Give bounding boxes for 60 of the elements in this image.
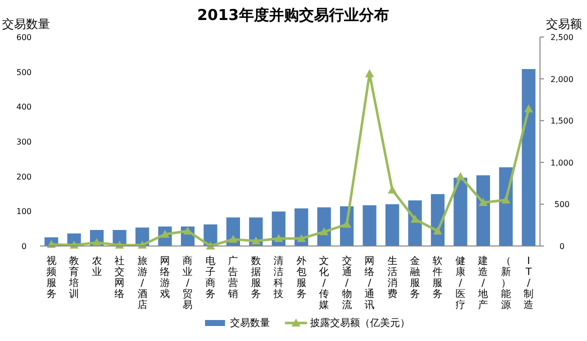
bar bbox=[454, 178, 468, 246]
x-tick-label: 金融服务 bbox=[410, 255, 420, 300]
y2-tick-label: 0 bbox=[559, 242, 565, 251]
y2-tick-label: 2,000 bbox=[550, 74, 574, 84]
point bbox=[410, 214, 420, 223]
legend-label: 交易数量 bbox=[230, 317, 270, 329]
x-tick-label: 文化/传媒 bbox=[319, 255, 330, 311]
bar bbox=[522, 69, 536, 246]
point bbox=[228, 234, 238, 243]
x-tick-label: 旅游/酒店 bbox=[137, 255, 148, 311]
y2-axis-title: 交易额 bbox=[546, 17, 582, 31]
point bbox=[501, 196, 510, 204]
x-tick-label: 广告营销 bbox=[227, 255, 238, 300]
bar bbox=[476, 175, 490, 246]
point bbox=[320, 227, 329, 236]
x-tick-label: 商业/贸易 bbox=[182, 255, 193, 311]
chart-title: 2013年度并购交易行业分布 bbox=[197, 6, 389, 24]
x-tick-label: 软件服务 bbox=[432, 255, 443, 300]
x-tick-label: 建造/地产 bbox=[477, 255, 488, 311]
y2-tick-label: 1,500 bbox=[550, 116, 574, 126]
bar bbox=[408, 200, 422, 246]
x-tick-label: （新）能源 bbox=[500, 256, 511, 311]
x-tick-label: 网络/通讯 bbox=[364, 256, 375, 311]
x-tick-label: 外包服务 bbox=[296, 256, 306, 300]
point bbox=[342, 220, 352, 228]
x-tick-label: 网络游戏 bbox=[160, 256, 170, 300]
bar bbox=[362, 205, 376, 246]
x-tick-label: IT/制造 bbox=[524, 256, 534, 311]
y2-tick-label: 1,000 bbox=[550, 158, 574, 168]
y-tick-label: 200 bbox=[16, 172, 32, 182]
point bbox=[478, 198, 488, 206]
y-tick-label: 0 bbox=[21, 242, 27, 251]
x-tick-label: 数据服务 bbox=[250, 256, 261, 300]
x-tick-label: 交通/物流 bbox=[342, 255, 352, 311]
point bbox=[274, 234, 284, 242]
point bbox=[433, 226, 442, 234]
y2-tick-label: 500 bbox=[554, 200, 570, 210]
y-tick-label: 500 bbox=[16, 68, 32, 77]
point bbox=[388, 185, 397, 194]
y-tick-label: 600 bbox=[16, 33, 32, 42]
y-tick-label: 400 bbox=[16, 102, 32, 112]
legend-label: 披露交易额（亿美元） bbox=[310, 317, 410, 329]
x-tick-label: 电子商务 bbox=[205, 255, 216, 300]
x-tick-label: 视频服务 bbox=[46, 255, 56, 300]
point bbox=[365, 69, 374, 78]
y-tick-label: 300 bbox=[16, 138, 32, 146]
y-axis-title: 交易数量 bbox=[2, 17, 50, 31]
x-tick-label: 健康/医疗 bbox=[455, 256, 466, 311]
x-tick-label: 清洁科技 bbox=[272, 255, 284, 300]
x-tick-label: 教育培训 bbox=[68, 256, 80, 300]
bar bbox=[385, 204, 400, 246]
x-tick-label: 生活消费 bbox=[387, 255, 398, 300]
x-tick-label: 社交网络 bbox=[114, 255, 125, 300]
point bbox=[524, 104, 534, 112]
x-tick-label: 农业 bbox=[92, 256, 102, 278]
point bbox=[251, 236, 260, 244]
y-tick-label: 100 bbox=[16, 207, 32, 216]
point bbox=[456, 172, 465, 180]
y2-tick-label: 2,500 bbox=[550, 33, 574, 42]
point bbox=[296, 234, 306, 242]
